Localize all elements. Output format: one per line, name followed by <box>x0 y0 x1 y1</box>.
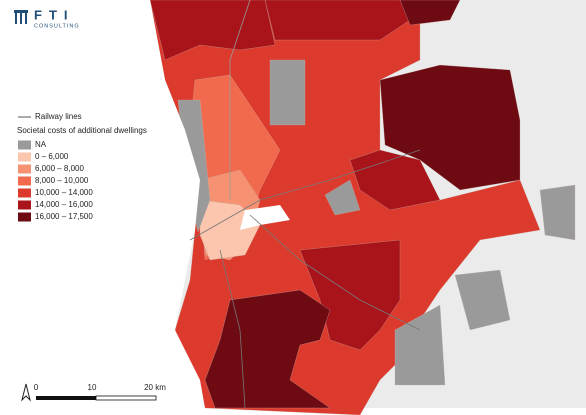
region <box>394 304 446 386</box>
legend-swatch <box>18 200 31 210</box>
railway-line <box>229 0 251 200</box>
region <box>204 289 331 409</box>
scale-label: 10 <box>88 383 97 392</box>
north-arrow <box>21 383 31 402</box>
legend-swatch <box>18 212 31 222</box>
logo-icon <box>20 13 22 24</box>
legend-entry: 0 – 6,000 <box>35 152 69 161</box>
logo-icon <box>14 10 28 13</box>
logo-subtitle: CONSULTING <box>34 23 80 29</box>
logo-icon <box>15 13 17 24</box>
river <box>240 205 290 230</box>
region <box>149 0 276 61</box>
logo-icon <box>25 13 27 24</box>
legend-swatch <box>18 152 31 162</box>
region <box>539 184 576 241</box>
railway-line <box>219 249 246 409</box>
region <box>269 59 306 126</box>
legend-entry: Railway lines <box>35 112 82 121</box>
scale-label: 20 km <box>144 383 166 392</box>
region <box>264 0 411 41</box>
legend-swatch <box>18 164 31 174</box>
legend-entry: 10,000 – 14,000 <box>35 188 93 197</box>
legend-swatch <box>18 176 31 186</box>
scale-bar: 0 10 20 km <box>21 383 166 402</box>
map <box>140 0 586 415</box>
legend-swatch <box>18 188 31 198</box>
region <box>454 269 511 331</box>
legend-entry: NA <box>35 140 47 149</box>
legend-swatch <box>18 140 31 150</box>
scale-segment <box>36 396 96 400</box>
region <box>349 149 441 211</box>
scale-label: 0 <box>34 383 39 392</box>
legend-entry: 6,000 – 8,000 <box>35 164 84 173</box>
legend-entry: 8,000 – 10,000 <box>35 176 89 185</box>
region <box>324 179 361 216</box>
sea <box>140 0 205 408</box>
logo-name: FTI <box>34 7 75 22</box>
railway-line <box>249 214 421 331</box>
railway-line <box>189 149 421 241</box>
legend-entry: 14,000 – 16,000 <box>35 200 93 209</box>
scale-segment <box>95 395 157 401</box>
legend: Railway lines Societal costs of addition… <box>17 112 147 222</box>
logo: FTI CONSULTING <box>14 7 80 29</box>
region <box>399 0 461 26</box>
legend-title: Societal costs of additional dwellings <box>17 126 147 135</box>
legend-entry: 16,000 – 17,500 <box>35 212 93 221</box>
region <box>379 64 521 191</box>
